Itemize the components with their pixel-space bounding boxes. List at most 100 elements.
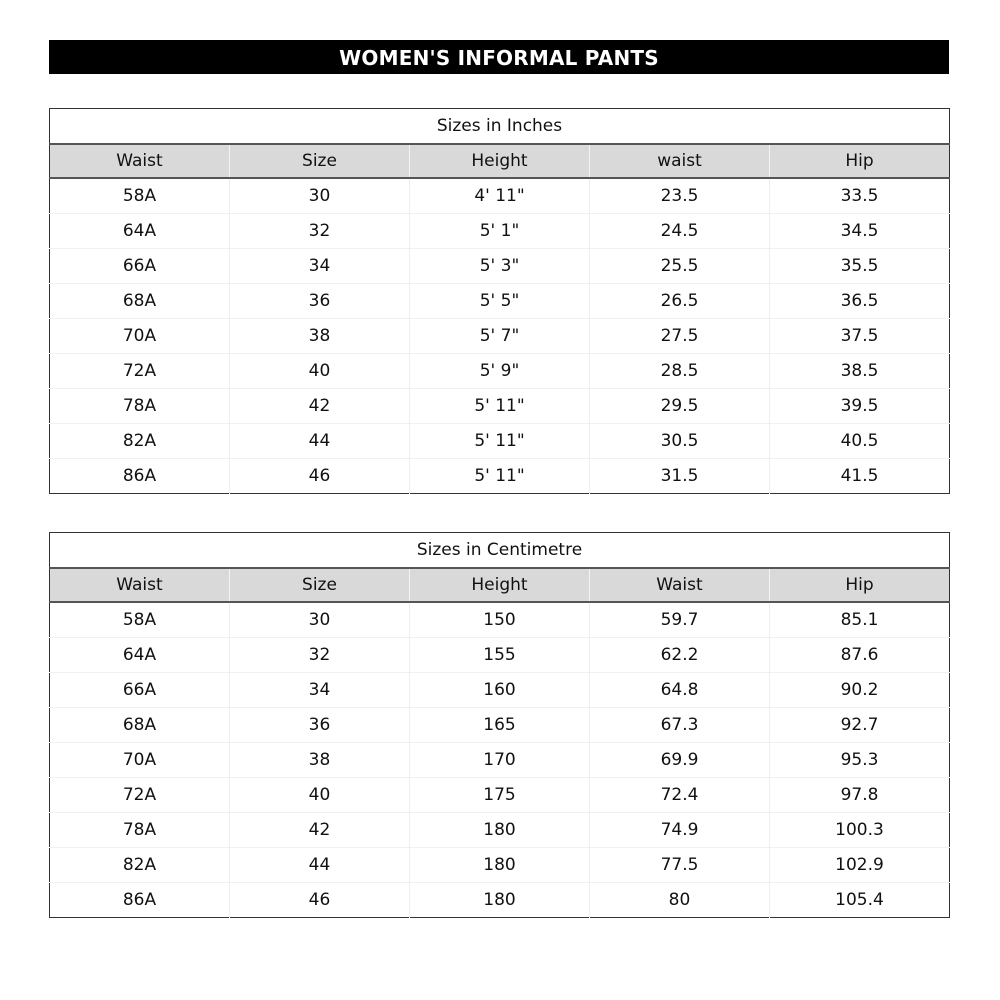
column-header: Hip <box>769 568 950 603</box>
table-cell: 160 <box>409 672 590 708</box>
table-cell: 5' 5" <box>409 283 590 319</box>
table-row: 72A 40 5' 9" 28.5 38.5 <box>49 353 950 389</box>
table-cell: 70A <box>49 742 230 778</box>
table-cell: 32 <box>229 213 410 249</box>
table-cell: 38 <box>229 742 410 778</box>
table-cell: 30.5 <box>589 423 770 459</box>
header-row: Waist Size Height Waist Hip <box>49 568 950 603</box>
table-cell: 68A <box>49 707 230 743</box>
table-cell: 5' 3" <box>409 248 590 284</box>
table-cell: 74.9 <box>589 812 770 848</box>
table-cell: 64A <box>49 213 230 249</box>
table-cell: 150 <box>409 601 590 638</box>
table-cell: 4' 11" <box>409 177 590 214</box>
table-cell: 78A <box>49 388 230 424</box>
table-body: 58A 30 150 59.7 85.1 64A 32 155 62.2 87.6 66A 34 160… <box>49 601 950 918</box>
table-cell: 28.5 <box>589 353 770 389</box>
caption-row: Sizes in Centimetre <box>49 532 950 569</box>
table-cell: 68A <box>49 283 230 319</box>
table-cell: 38.5 <box>769 353 950 389</box>
table-cell: 70A <box>49 318 230 354</box>
table-cell: 86A <box>49 458 230 494</box>
centimetre-size-table: Sizes in Centimetre Waist Size Height Waist H… <box>49 532 950 918</box>
table-cell: 29.5 <box>589 388 770 424</box>
table-row: 64A 32 5' 1" 24.5 34.5 <box>49 213 950 249</box>
table-row: 70A 38 170 69.9 95.3 <box>49 742 950 778</box>
table-cell: 26.5 <box>589 283 770 319</box>
table-cell: 170 <box>409 742 590 778</box>
table-cell: 58A <box>49 177 230 214</box>
table-cell: 165 <box>409 707 590 743</box>
column-header: Size <box>229 568 410 603</box>
table-cell: 180 <box>409 882 590 918</box>
table-row: 72A 40 175 72.4 97.8 <box>49 777 950 813</box>
table-head: Sizes in Inches Waist Size Height waist Hip <box>49 108 950 179</box>
table-cell: 34 <box>229 672 410 708</box>
table-caption: Sizes in Inches <box>49 108 950 145</box>
table-cell: 85.1 <box>769 601 950 638</box>
table-cell: 90.2 <box>769 672 950 708</box>
table-cell: 23.5 <box>589 177 770 214</box>
table-row: 66A 34 5' 3" 25.5 35.5 <box>49 248 950 284</box>
table-cell: 5' 11" <box>409 423 590 459</box>
table-cell: 30 <box>229 601 410 638</box>
table-cell: 59.7 <box>589 601 770 638</box>
table-cell: 46 <box>229 458 410 494</box>
table-cell: 5' 9" <box>409 353 590 389</box>
table-row: 86A 46 180 80 105.4 <box>49 882 950 918</box>
table-cell: 67.3 <box>589 707 770 743</box>
table-cell: 87.6 <box>769 637 950 673</box>
table-cell: 92.7 <box>769 707 950 743</box>
table-cell: 180 <box>409 812 590 848</box>
table-row: 86A 46 5' 11" 31.5 41.5 <box>49 458 950 494</box>
column-header: Size <box>229 144 410 179</box>
table-cell: 41.5 <box>769 458 950 494</box>
table-cell: 175 <box>409 777 590 813</box>
table-cell: 155 <box>409 637 590 673</box>
table-row: 58A 30 150 59.7 85.1 <box>49 601 950 638</box>
table-row: 68A 36 5' 5" 26.5 36.5 <box>49 283 950 319</box>
table-cell: 24.5 <box>589 213 770 249</box>
table-cell: 105.4 <box>769 882 950 918</box>
inches-size-table: Sizes in Inches Waist Size Height waist Hip 58… <box>49 108 950 494</box>
table-row: 66A 34 160 64.8 90.2 <box>49 672 950 708</box>
table-row: 82A 44 180 77.5 102.9 <box>49 847 950 883</box>
table-cell: 100.3 <box>769 812 950 848</box>
table-row: 70A 38 5' 7" 27.5 37.5 <box>49 318 950 354</box>
column-header: Waist <box>49 144 230 179</box>
table-cell: 40 <box>229 777 410 813</box>
table-cell: 25.5 <box>589 248 770 284</box>
table-row: 64A 32 155 62.2 87.6 <box>49 637 950 673</box>
table-cell: 36.5 <box>769 283 950 319</box>
table-cell: 72A <box>49 353 230 389</box>
header-row: Waist Size Height waist Hip <box>49 144 950 179</box>
table-cell: 37.5 <box>769 318 950 354</box>
table-cell: 44 <box>229 423 410 459</box>
table-cell: 42 <box>229 388 410 424</box>
column-header: Waist <box>589 568 770 603</box>
table-cell: 36 <box>229 283 410 319</box>
table-cell: 72.4 <box>589 777 770 813</box>
table-cell: 31.5 <box>589 458 770 494</box>
table-cell: 66A <box>49 248 230 284</box>
table-cell: 40.5 <box>769 423 950 459</box>
table-cell: 34.5 <box>769 213 950 249</box>
table-row: 78A 42 180 74.9 100.3 <box>49 812 950 848</box>
table-cell: 5' 11" <box>409 458 590 494</box>
table-caption: Sizes in Centimetre <box>49 532 950 569</box>
table-cell: 102.9 <box>769 847 950 883</box>
table-cell: 5' 7" <box>409 318 590 354</box>
column-header: waist <box>589 144 770 179</box>
table-cell: 82A <box>49 423 230 459</box>
table-row: 58A 30 4' 11" 23.5 33.5 <box>49 177 950 214</box>
table-body: 58A 30 4' 11" 23.5 33.5 64A 32 5' 1" 24.5 34.5 66A… <box>49 177 950 494</box>
table-row: 68A 36 165 67.3 92.7 <box>49 707 950 743</box>
table-cell: 80 <box>589 882 770 918</box>
column-header: Height <box>409 144 590 179</box>
table-row: 78A 42 5' 11" 29.5 39.5 <box>49 388 950 424</box>
table-cell: 66A <box>49 672 230 708</box>
table-cell: 39.5 <box>769 388 950 424</box>
table-cell: 34 <box>229 248 410 284</box>
table-cell: 38 <box>229 318 410 354</box>
caption-row: Sizes in Inches <box>49 108 950 145</box>
